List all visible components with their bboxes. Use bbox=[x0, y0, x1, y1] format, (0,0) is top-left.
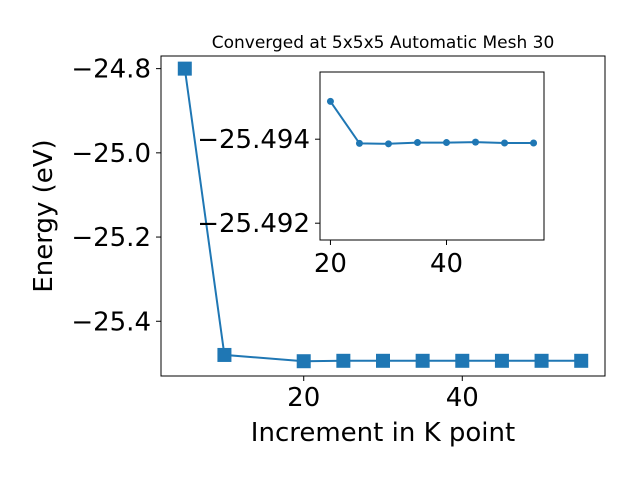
inset-x-tick-label: 20 bbox=[314, 249, 347, 279]
data-point bbox=[574, 353, 589, 368]
y-tick-label: −24.8 bbox=[71, 55, 151, 85]
main-plot-frame bbox=[160, 55, 606, 377]
inset-data-point bbox=[413, 139, 421, 147]
inset-data-point bbox=[384, 140, 392, 148]
y-axis-ticks: −24.8 −25.0 −25.2 −25.4 bbox=[71, 55, 161, 337]
data-point bbox=[336, 353, 351, 368]
inset-plot: 20 40 −25.494−25.492 bbox=[197, 71, 545, 279]
inset-y-tick-label: −25.494 bbox=[197, 125, 310, 155]
inset-y-tick-label: −25.492 bbox=[197, 209, 310, 239]
main-series bbox=[177, 61, 589, 369]
inset-data-point bbox=[326, 97, 334, 105]
data-point bbox=[534, 353, 549, 368]
inset-plot-frame bbox=[319, 71, 545, 241]
data-point bbox=[455, 353, 470, 368]
inset-x-axis-ticks: 20 40 bbox=[314, 240, 463, 279]
inset-series bbox=[326, 97, 538, 148]
x-tick-label: 40 bbox=[446, 383, 479, 413]
inset-data-point bbox=[443, 139, 451, 147]
y-tick-label: −25.2 bbox=[71, 223, 151, 253]
inset-data-point bbox=[472, 138, 480, 146]
inset-x-tick-label: 40 bbox=[430, 249, 463, 279]
inset-data-point bbox=[501, 139, 509, 147]
data-point bbox=[177, 61, 192, 76]
y-tick-label: −25.0 bbox=[71, 139, 151, 169]
y-tick-label: −25.4 bbox=[71, 307, 151, 337]
inset-data-point bbox=[530, 139, 538, 147]
x-axis-ticks: 20 40 bbox=[287, 376, 479, 413]
inset-series-line bbox=[329, 100, 534, 145]
inset-y-axis-ticks: −25.494 −25.492 bbox=[197, 125, 320, 239]
data-point bbox=[217, 347, 232, 362]
data-point bbox=[296, 354, 311, 369]
data-point bbox=[376, 353, 390, 368]
inset-background bbox=[320, 72, 544, 240]
data-point bbox=[494, 353, 509, 368]
inset-data-point bbox=[355, 139, 363, 147]
chart-title: Converged at 5x5x5 Automatic Mesh 30 bbox=[212, 33, 555, 53]
data-point bbox=[415, 353, 430, 368]
x-axis-label: Increment in K point bbox=[251, 418, 515, 448]
x-tick-label: 20 bbox=[287, 383, 320, 413]
y-axis-label: Energy (eV) bbox=[29, 139, 59, 292]
main-plot: Converged at 5x5x5 Automatic Mesh 30 Inc… bbox=[29, 33, 606, 448]
series-line bbox=[183, 68, 582, 363]
